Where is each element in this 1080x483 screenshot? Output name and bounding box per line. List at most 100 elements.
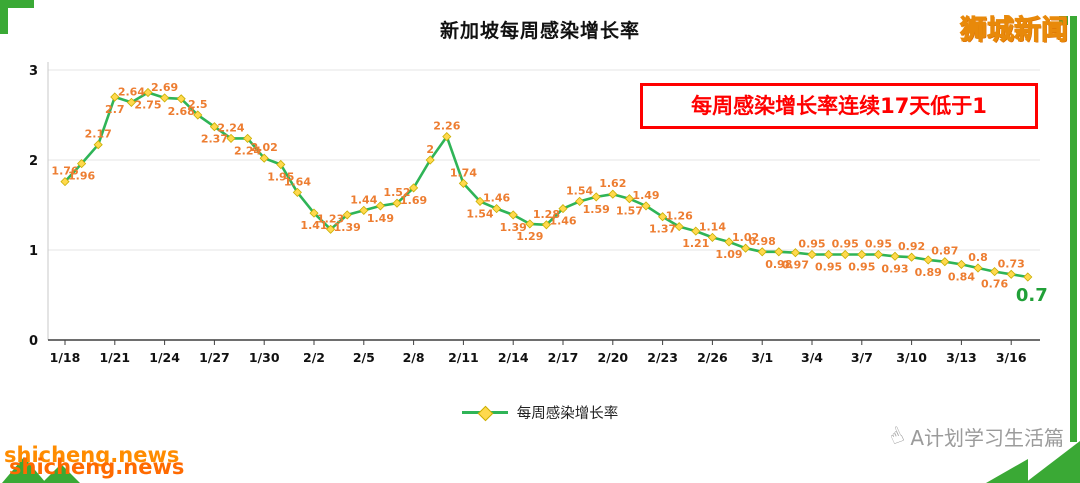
data-label: 1.52	[383, 186, 410, 199]
data-label: 1.23	[317, 212, 344, 225]
data-label: 1.62	[599, 177, 626, 190]
data-marker	[375, 201, 385, 211]
data-marker	[143, 87, 153, 98]
data-marker	[741, 243, 751, 253]
data-marker	[707, 232, 717, 242]
data-marker	[990, 267, 1000, 277]
data-label: 1.02	[732, 231, 759, 244]
data-label: 2.75	[134, 99, 161, 112]
data-marker	[641, 201, 651, 211]
data-marker	[873, 249, 883, 260]
legend-diamond-marker-icon	[477, 405, 494, 422]
data-marker	[973, 263, 983, 273]
data-marker	[425, 155, 435, 165]
data-marker	[492, 204, 502, 214]
frame-triangle-bottom-left-1	[2, 457, 46, 483]
data-marker	[77, 159, 87, 169]
data-label: 1.41	[300, 219, 327, 232]
data-label: 0.76	[981, 278, 1008, 291]
x-tick-label: 3/1	[751, 350, 773, 365]
data-marker	[624, 194, 634, 204]
data-label: 0.95	[798, 238, 825, 251]
x-tick-label: 2/8	[403, 350, 425, 365]
x-tick-label: 3/10	[896, 350, 927, 365]
frame-triangle-bottom-right-1	[1025, 441, 1080, 483]
data-marker	[541, 220, 551, 230]
x-tick-label: 2/17	[548, 350, 579, 365]
x-tick-label: 3/7	[851, 350, 873, 365]
data-marker	[160, 93, 170, 103]
data-label: 1.44	[350, 193, 377, 206]
data-marker	[326, 224, 336, 234]
y-tick-label: 1	[29, 244, 38, 259]
x-tick-label: 2/23	[647, 350, 678, 365]
brand-logo: 狮城新闻	[960, 15, 1069, 47]
data-marker	[757, 247, 767, 257]
data-marker	[243, 133, 253, 143]
data-marker	[226, 133, 236, 143]
data-label: 2.26	[433, 120, 460, 133]
data-marker	[591, 192, 601, 202]
data-label: 1.54	[466, 207, 493, 220]
data-marker	[807, 249, 817, 260]
data-marker	[342, 210, 352, 220]
data-marker	[558, 204, 568, 214]
data-label: 0.97	[782, 259, 809, 272]
x-tick-label: 1/24	[149, 350, 180, 365]
data-marker	[458, 178, 468, 188]
credit-text: A计划学习生活篇	[910, 426, 1064, 450]
chart-title: 新加坡每周感染增长率	[439, 20, 640, 42]
data-label: 2.37	[201, 133, 228, 146]
data-marker	[176, 94, 186, 104]
data-label: 2.7	[105, 103, 125, 116]
data-marker	[209, 122, 219, 132]
data-marker	[259, 153, 269, 163]
x-tick-label: 2/14	[498, 350, 529, 365]
data-label: 1.46	[483, 192, 510, 205]
frame-corner-top-left-vertical	[0, 0, 8, 34]
x-tick-label: 3/16	[996, 350, 1027, 365]
data-label: 0.95	[815, 261, 842, 274]
x-tick-label: 3/4	[801, 350, 823, 365]
frame-triangle-bottom-left-2	[42, 464, 80, 483]
data-label: 0.73	[998, 257, 1025, 270]
x-tick-label: 2/2	[303, 350, 325, 365]
x-tick-label: 1/21	[99, 350, 130, 365]
data-marker	[110, 92, 120, 102]
data-label: 1.74	[450, 166, 477, 179]
data-label: 1.14	[699, 220, 726, 233]
data-marker	[508, 210, 518, 220]
data-marker	[60, 177, 70, 187]
data-label: 0.95	[865, 238, 892, 251]
data-marker	[292, 187, 302, 197]
data-marker	[475, 196, 485, 206]
y-tick-label: 2	[29, 154, 38, 169]
data-label: 1.59	[583, 203, 610, 216]
legend-label: 每周感染增长率	[516, 406, 619, 422]
data-marker	[1006, 269, 1016, 279]
y-tick-label: 0	[29, 334, 38, 349]
data-label: 1.46	[549, 215, 576, 228]
data-label: 0.84	[948, 270, 975, 283]
data-marker	[276, 159, 286, 170]
data-marker	[442, 132, 452, 142]
x-tick-label: 2/26	[697, 350, 728, 365]
data-label-final: 0.7	[1016, 285, 1048, 306]
data-label: 1.69	[400, 194, 427, 207]
frame-edge-right	[1070, 16, 1077, 442]
legend-line-sample	[461, 405, 508, 422]
legend: 每周感染增长率	[0, 402, 1080, 423]
x-tick-label: 2/5	[353, 350, 375, 365]
data-label: 1.28	[533, 208, 560, 221]
data-marker	[923, 255, 933, 265]
x-tick-label: 1/30	[249, 350, 280, 365]
data-label: 1.49	[632, 189, 659, 202]
data-marker	[674, 222, 684, 232]
chart-svg: 1/18 1/21 1/24 1/27 1/30 2/2 2/5 2/8 2/11 2/14 2/1…	[29, 62, 1048, 365]
data-marker	[907, 252, 917, 262]
data-marker	[359, 205, 369, 215]
data-label: 1.09	[715, 248, 742, 261]
data-marker	[608, 189, 618, 199]
data-label: 1.54	[566, 184, 593, 197]
